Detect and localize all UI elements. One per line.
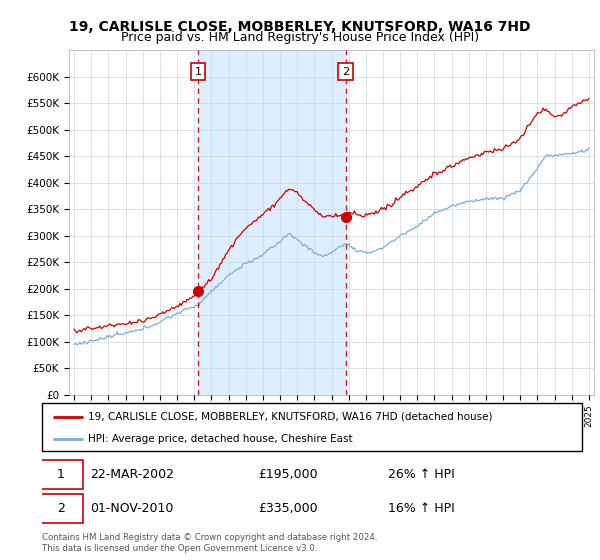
FancyBboxPatch shape xyxy=(40,494,83,522)
Text: £335,000: £335,000 xyxy=(258,502,317,515)
Text: 16% ↑ HPI: 16% ↑ HPI xyxy=(388,502,454,515)
Text: 19, CARLISLE CLOSE, MOBBERLEY, KNUTSFORD, WA16 7HD (detached house): 19, CARLISLE CLOSE, MOBBERLEY, KNUTSFORD… xyxy=(88,412,493,422)
Text: £195,000: £195,000 xyxy=(258,468,317,481)
Text: 2: 2 xyxy=(57,502,65,515)
Text: 1: 1 xyxy=(194,67,202,77)
Text: Price paid vs. HM Land Registry's House Price Index (HPI): Price paid vs. HM Land Registry's House … xyxy=(121,31,479,44)
Text: 26% ↑ HPI: 26% ↑ HPI xyxy=(388,468,454,481)
Text: 19, CARLISLE CLOSE, MOBBERLEY, KNUTSFORD, WA16 7HD: 19, CARLISLE CLOSE, MOBBERLEY, KNUTSFORD… xyxy=(69,20,531,34)
FancyBboxPatch shape xyxy=(40,460,83,489)
Text: Contains HM Land Registry data © Crown copyright and database right 2024.
This d: Contains HM Land Registry data © Crown c… xyxy=(42,533,377,553)
Text: 22-MAR-2002: 22-MAR-2002 xyxy=(91,468,175,481)
Text: 01-NOV-2010: 01-NOV-2010 xyxy=(91,502,174,515)
Text: HPI: Average price, detached house, Cheshire East: HPI: Average price, detached house, Ches… xyxy=(88,434,353,444)
Text: 2: 2 xyxy=(342,67,349,77)
FancyBboxPatch shape xyxy=(42,403,582,451)
Text: 1: 1 xyxy=(57,468,65,481)
Bar xyxy=(198,50,346,395)
